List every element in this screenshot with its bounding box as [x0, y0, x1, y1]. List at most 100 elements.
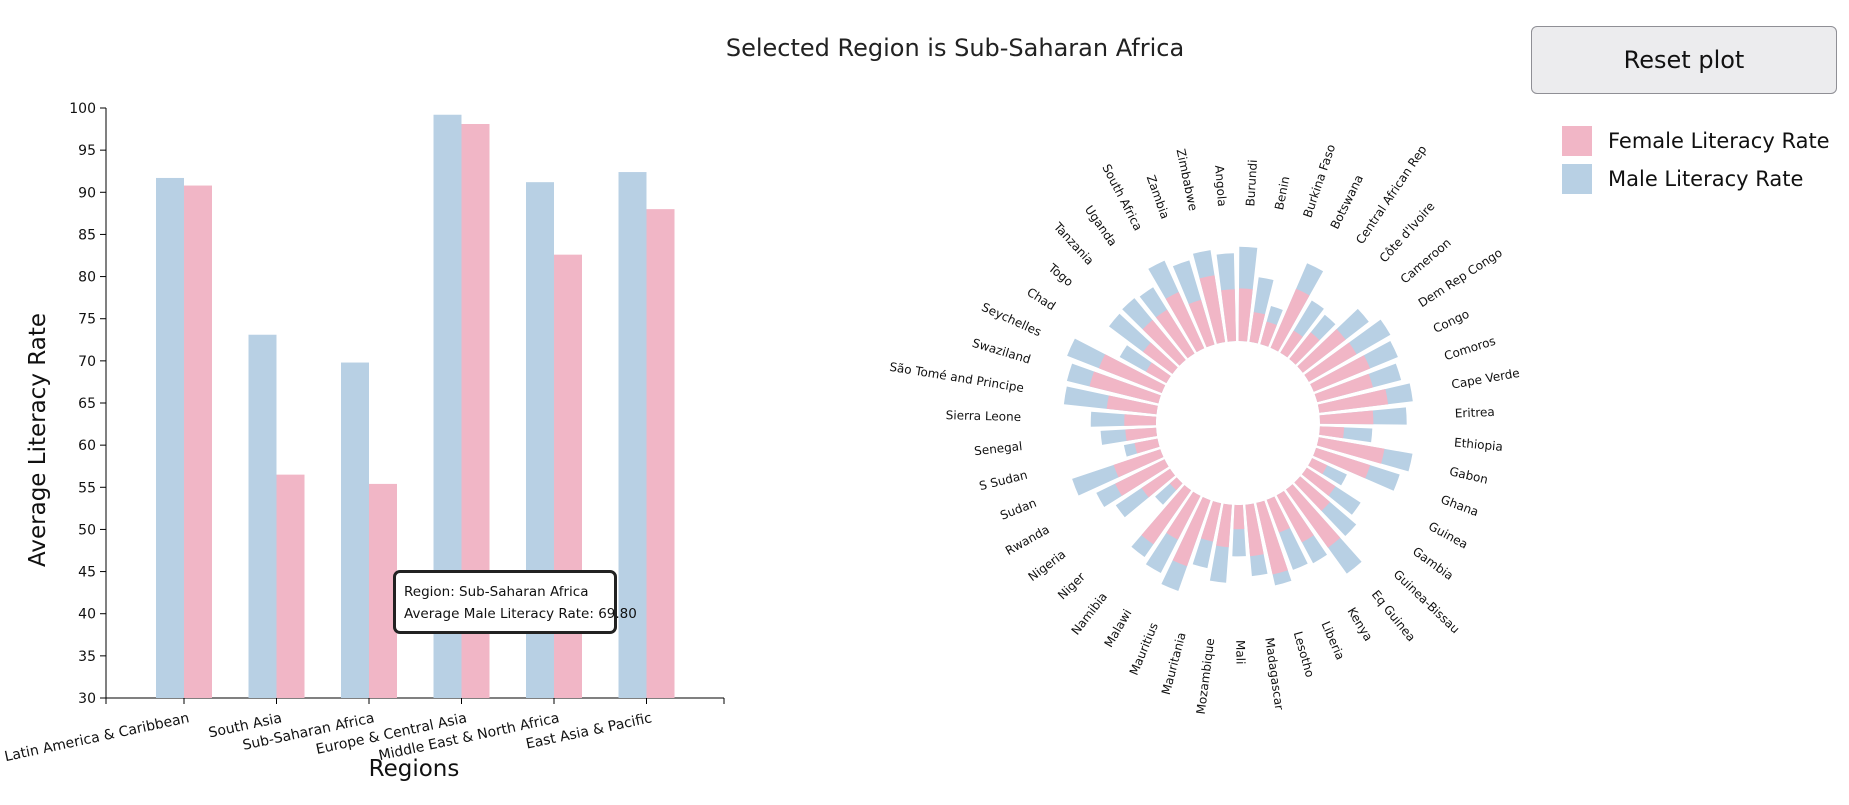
radial-bar-female: [1124, 414, 1157, 426]
radial-bar-male: [1245, 503, 1268, 577]
radial-bar-female: [1260, 321, 1277, 347]
radial-bar-female: [1313, 447, 1371, 479]
bar-male: [618, 172, 647, 699]
radial-bar-female: [1216, 503, 1232, 548]
radial-country-label: Sierra Leone: [946, 408, 1022, 424]
radial-bar-male: [1096, 459, 1169, 507]
radial-bar-female: [1166, 491, 1201, 540]
radial-country-label: Eritrea: [1454, 405, 1495, 421]
radial-bar-female: [1294, 476, 1330, 511]
y-tick-label: 75: [78, 312, 96, 328]
radial-bar-female: [1146, 362, 1171, 384]
y-tick-label: 40: [78, 607, 96, 623]
reset-plot-button[interactable]: Reset plot: [1531, 26, 1837, 94]
radial-country-label: Gabon: [1448, 464, 1489, 486]
radial-bar-female: [1221, 289, 1236, 342]
y-tick-label: 55: [78, 480, 96, 496]
radial-country-label: Central African Rep: [1353, 143, 1429, 247]
radial-country-label: Dem Rep Congo: [1416, 246, 1505, 311]
radial-country-label: Botswana: [1328, 173, 1367, 232]
bar-female: [646, 209, 675, 698]
radial-country-label: Mauritania: [1159, 631, 1189, 696]
y-tick-label: 35: [78, 649, 96, 665]
radial-bar-male: [1314, 363, 1402, 403]
radial-country-label: Comoros: [1442, 334, 1497, 363]
y-tick-label: 80: [78, 270, 96, 286]
radial-bar-male: [1317, 383, 1413, 413]
bar-male: [341, 362, 369, 698]
radial-bar-female: [1280, 330, 1303, 358]
radial-bar-female: [1314, 373, 1373, 403]
radial-bar-female: [1304, 342, 1357, 382]
bar-female: [184, 185, 212, 699]
radial-bar-male: [1260, 306, 1283, 347]
radial-bar-female: [1270, 288, 1310, 352]
y-tick-label: 85: [78, 227, 96, 243]
radial-bar-female: [1089, 371, 1161, 404]
radial-bar-male: [1301, 467, 1361, 515]
radial-bar-male: [1308, 458, 1347, 486]
radial-bar-female: [1317, 389, 1389, 413]
radial-country-label: Ethiopia: [1453, 435, 1503, 453]
radial-country-label: Angola: [1212, 165, 1229, 207]
radial-bar-female: [1134, 438, 1160, 454]
y-tick-label: 45: [78, 565, 96, 581]
radial-country-label: Burundi: [1243, 159, 1260, 207]
radial-bar-female: [1238, 288, 1253, 342]
radial-bar-male: [1316, 437, 1413, 472]
radial-country-label: Niger: [1055, 570, 1088, 603]
radial-country-label: S Sudan: [978, 468, 1029, 493]
radial-bar-female: [1155, 309, 1195, 359]
bar-marks: [156, 114, 675, 699]
radial-country-label: Mauritius: [1127, 621, 1161, 678]
radial-bar-female: [1115, 459, 1169, 496]
y-tick-label: 65: [78, 396, 96, 412]
radial-bar-female: [1169, 477, 1183, 491]
radial-country-label: Liberia: [1318, 619, 1347, 662]
radial-bar-male: [1193, 250, 1226, 344]
radial-female-bars: [1089, 275, 1389, 575]
y-tick-label: 70: [78, 354, 96, 370]
radial-bar-male: [1161, 497, 1211, 591]
radial-bar-female: [1266, 496, 1290, 533]
radial-country-labels: Angola Burundi Benin Burkina FasoBotswanaCe…: [889, 142, 1521, 715]
bar-chart: 30 35 40 45 50 55 60 65 70 75 80 85 90 95 100 Latin Am…: [3, 101, 725, 782]
radial-bar-male: [1139, 287, 1195, 359]
radial-bar-male: [1249, 277, 1274, 344]
radial-bar-male: [1256, 500, 1292, 586]
bar-male: [248, 334, 277, 698]
radial-bar-male: [1063, 386, 1158, 415]
bar-female: [369, 483, 397, 698]
radial-bar-male: [1294, 476, 1357, 536]
page-title: Selected Region is Sub-Saharan Africa: [725, 34, 1185, 62]
radial-bar-female: [1256, 500, 1288, 575]
radial-bar-male: [1276, 491, 1327, 564]
radial-country-label: South Africa: [1099, 162, 1145, 233]
radial-bar-female: [1316, 437, 1385, 464]
radial-country-label: Senegal: [973, 439, 1023, 458]
radial-bar-female: [1308, 458, 1328, 475]
radial-bar-female: [1286, 484, 1341, 548]
radial-bar-female: [1319, 426, 1345, 439]
radial-country-label: Gambia: [1410, 544, 1456, 583]
legend-label-female: Female Literacy Rate: [1608, 129, 1830, 153]
radial-bar-female: [1289, 332, 1320, 365]
radial-country-label: Tanzania: [1050, 219, 1096, 268]
radial-bar-male: [1266, 496, 1308, 570]
radial-country-label: Guinea: [1426, 519, 1470, 552]
radial-country-label: Eq Guinea: [1369, 588, 1419, 645]
radial-bar-male: [1148, 260, 1205, 353]
radial-country-label: Nigeria: [1026, 547, 1069, 584]
radial-bar-male: [1109, 313, 1178, 374]
legend-label-male: Male Literacy Rate: [1608, 167, 1804, 191]
radial-bar-male: [1313, 447, 1400, 491]
radial-bar-male: [1066, 363, 1161, 404]
radial-bar-male: [1297, 308, 1369, 373]
radial-country-label: Mali: [1233, 640, 1247, 664]
radial-bar-male: [1319, 407, 1407, 425]
y-tick-label: 60: [78, 438, 96, 454]
radial-bar-male: [1123, 438, 1160, 457]
x-axis-label: Regions: [369, 756, 460, 782]
radial-bar-male: [1119, 345, 1171, 384]
radial-bar-male: [1155, 477, 1183, 505]
